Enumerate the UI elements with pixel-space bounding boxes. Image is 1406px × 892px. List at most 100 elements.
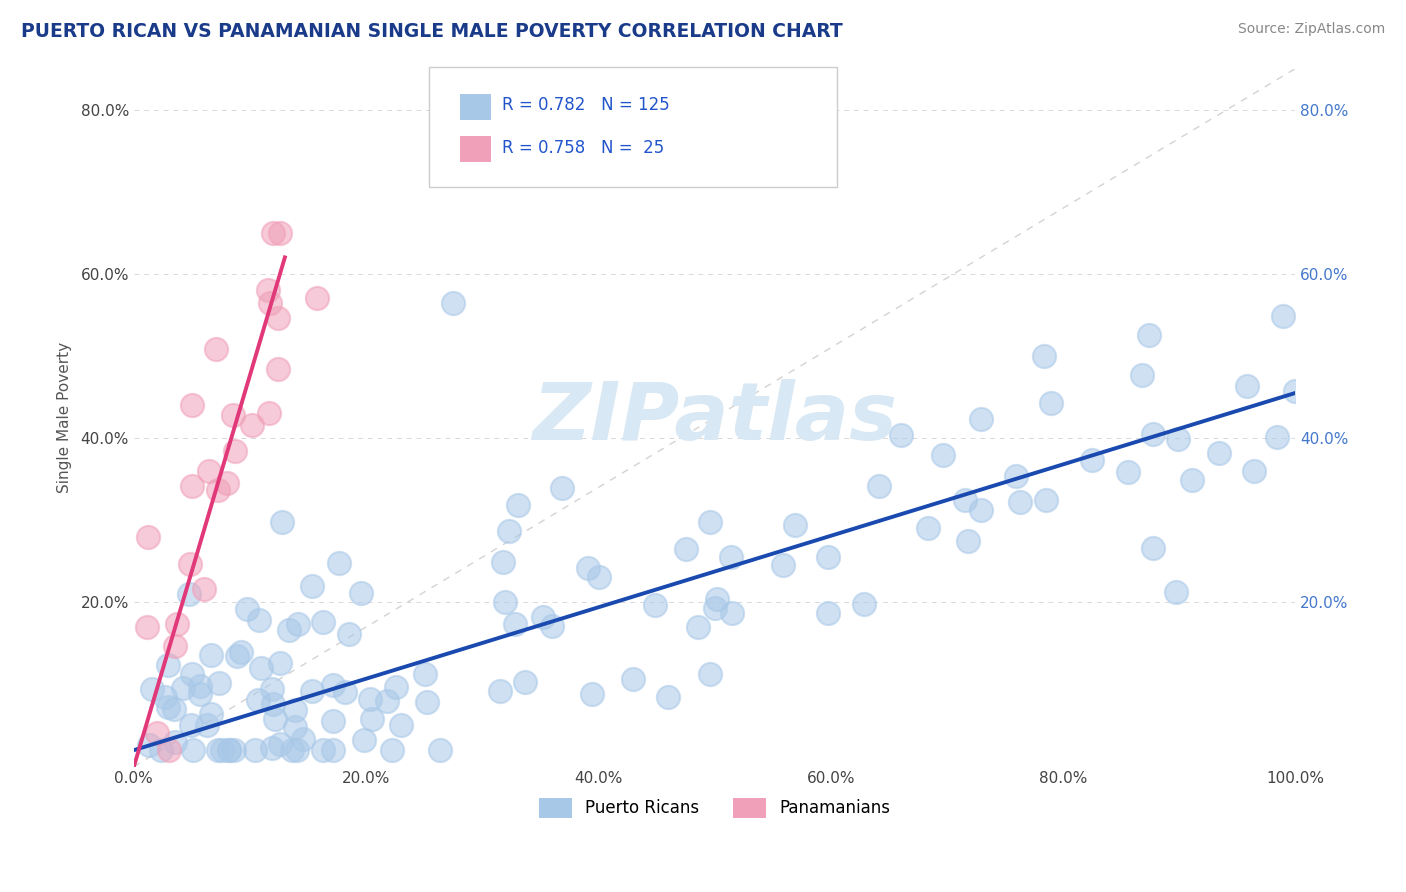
Point (305, 292, 328, 306)
Point (1271, 309, 1294, 323)
Point (1243, 464, 1265, 478)
Point (312, 615, 335, 630)
Point (1265, 430, 1288, 444)
Point (488, 683, 510, 698)
Point (281, 743, 304, 757)
Point (193, 582, 215, 596)
Point (1164, 584, 1187, 599)
Point (162, 702, 184, 716)
Point (657, 690, 679, 705)
Point (181, 743, 204, 757)
Point (359, 691, 381, 706)
Point (1142, 426, 1164, 441)
Point (1284, 384, 1306, 398)
Point (259, 295, 281, 310)
Point (550, 481, 572, 495)
Point (284, 703, 307, 717)
Point (1005, 469, 1028, 483)
Point (301, 683, 323, 698)
Point (278, 624, 301, 638)
Point (957, 533, 980, 548)
Point (817, 549, 839, 564)
Point (260, 740, 283, 755)
Point (415, 666, 437, 681)
Point (1039, 396, 1062, 410)
Point (180, 398, 202, 412)
Text: R = 0.782   N = 125: R = 0.782 N = 125 (502, 96, 669, 114)
Y-axis label: Single Male Poverty: Single Male Poverty (58, 342, 72, 493)
Point (389, 718, 412, 732)
Point (1035, 493, 1057, 508)
Point (208, 676, 231, 690)
Point (246, 693, 269, 707)
Point (179, 587, 201, 601)
Point (415, 695, 437, 709)
Text: R = 0.758   N =  25: R = 0.758 N = 25 (502, 139, 664, 157)
Point (166, 617, 188, 632)
Point (181, 478, 204, 492)
Point (322, 714, 344, 728)
Point (1081, 452, 1104, 467)
Point (240, 418, 263, 433)
Text: ZIPatlas: ZIPatlas (531, 378, 897, 457)
Point (283, 720, 305, 734)
Point (197, 464, 219, 478)
Point (817, 607, 839, 621)
Point (699, 666, 721, 681)
Point (205, 342, 228, 356)
Point (498, 524, 520, 539)
Point (703, 600, 725, 615)
Point (720, 606, 742, 620)
Point (157, 743, 180, 757)
Point (267, 311, 290, 326)
Point (381, 743, 404, 757)
Point (195, 717, 218, 731)
Point (311, 743, 333, 757)
Point (249, 661, 271, 675)
Point (720, 550, 742, 565)
Point (515, 674, 537, 689)
Point (291, 732, 314, 747)
Point (236, 602, 259, 616)
Point (257, 283, 280, 297)
Point (141, 681, 163, 696)
Point (243, 743, 266, 757)
Point (138, 738, 160, 752)
Point (508, 498, 530, 512)
Point (970, 412, 993, 426)
Point (953, 492, 976, 507)
Point (932, 448, 955, 462)
Point (215, 475, 238, 490)
Point (675, 541, 697, 556)
Point (270, 515, 292, 529)
Legend: Puerto Ricans, Panamanians: Puerto Ricans, Panamanians (531, 791, 897, 824)
Point (260, 681, 283, 696)
Point (541, 618, 564, 632)
Point (163, 639, 186, 653)
Point (337, 627, 360, 641)
Point (225, 648, 247, 663)
Point (207, 743, 229, 757)
Point (264, 712, 287, 726)
Point (322, 743, 344, 757)
Point (190, 687, 212, 701)
Point (621, 672, 644, 686)
Point (165, 735, 187, 749)
Point (588, 570, 610, 584)
Point (222, 408, 245, 422)
Point (531, 610, 554, 624)
Point (180, 718, 202, 732)
Point (285, 743, 308, 757)
Point (172, 681, 194, 696)
Point (785, 518, 807, 533)
Point (503, 617, 526, 632)
Point (350, 585, 373, 599)
Point (229, 645, 252, 659)
Point (181, 667, 204, 681)
Point (135, 620, 157, 634)
Point (917, 521, 939, 535)
Point (224, 443, 246, 458)
Point (429, 743, 451, 757)
Point (890, 427, 912, 442)
Point (207, 483, 229, 497)
